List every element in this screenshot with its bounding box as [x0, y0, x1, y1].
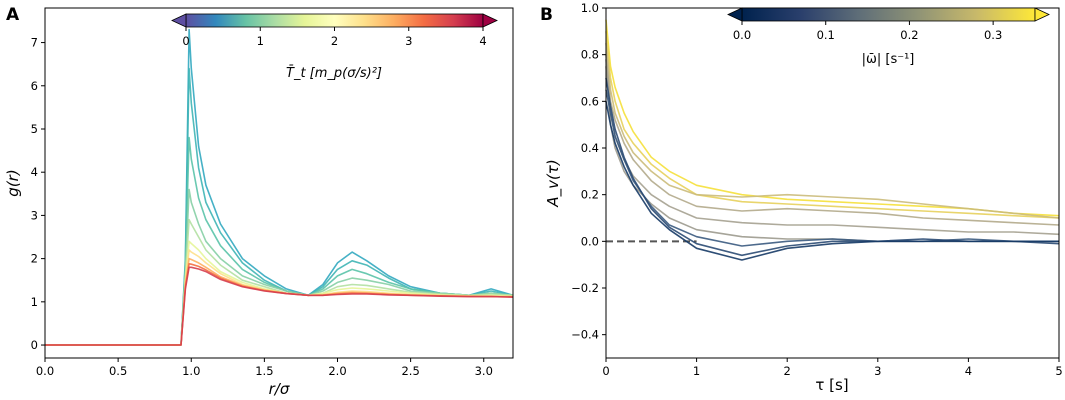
panel-a: A 0.0 0.5 1.0 1.5 2.0 2.5 3.0 0 1 2 3 4 5 6 7 r/σ g(r… — [4, 5, 514, 398]
panel-a-x-tick-label: 1.0 — [182, 364, 200, 378]
panel-a-series-line — [45, 188, 514, 346]
panel-b-y-tick-label: 0.2 — [581, 188, 599, 202]
panel-a-series-line — [45, 28, 514, 346]
panel-b-series-line — [605, 59, 1060, 236]
panel-a-colorbar-tick-label: 1 — [257, 34, 264, 48]
panel-a-y-tick-label: 5 — [31, 122, 38, 136]
panel-a-colorbar-tick-label: 0 — [182, 34, 189, 48]
panel-a-colorbar-ticks: 0 1 2 3 4 — [182, 27, 487, 48]
panel-a-series-line — [45, 249, 514, 346]
panel-b-series-line — [605, 31, 1060, 219]
panel-b-series-line — [605, 101, 1059, 261]
panel-b-colorbar-tick-label: 0.2 — [900, 28, 918, 42]
panel-a-frame — [44, 7, 514, 359]
panel-a-y-ticks: 0 1 2 3 4 5 6 7 — [31, 36, 45, 352]
panel-b-colorbar-extend-left — [727, 7, 743, 22]
panel-a-x-tick-label: 2.0 — [328, 364, 346, 378]
panel-b-x-tick-label: 3 — [874, 364, 881, 378]
panel-b-x-tick-label: 2 — [784, 364, 791, 378]
panel-b-series-line — [605, 77, 1060, 257]
panel-a-x-tick-label: 1.5 — [255, 364, 273, 378]
panel-b-series-line — [605, 42, 1060, 219]
panel-b-frame — [605, 7, 1060, 359]
panel-a-y-tick-label: 4 — [31, 165, 38, 179]
panel-b-colorbar-ticks: 0.0 0.1 0.2 0.3 — [733, 21, 1002, 42]
panel-a-x-tick-label: 2.5 — [401, 364, 419, 378]
panel-a-x-axis-title: r/σ — [269, 380, 290, 398]
panel-b-y-tick-label: −0.4 — [571, 328, 599, 342]
panel-a-series-line — [45, 136, 514, 346]
panel-a-series-line — [45, 218, 514, 346]
panel-b-colorbar-label: |ω̄| [s⁻¹] — [862, 52, 915, 67]
panel-b-y-tick-label: 0.4 — [581, 141, 599, 155]
panel-a-series-line — [45, 67, 514, 346]
panel-a-series-line — [45, 262, 514, 346]
panel-a-colorbar-tick-label: 3 — [405, 34, 412, 48]
panel-b-series-line — [605, 19, 1060, 217]
panel-a-series-line — [45, 266, 514, 346]
panel-a-y-tick-label: 2 — [31, 252, 38, 266]
panel-a-y-axis-title: g(r) — [4, 169, 22, 196]
panel-a-colorbar: 0 1 2 3 4 T̄_t [m_p(σ/s)²] — [171, 13, 498, 81]
panel-a-colorbar-extend-right — [482, 13, 498, 28]
panel-b-colorbar-tick-label: 0.1 — [817, 28, 835, 42]
panel-a-colorbar-extend-left — [171, 13, 187, 28]
panel-b-colorbar-gradient — [741, 7, 1036, 22]
panel-b-y-tick-label: −0.2 — [571, 281, 599, 295]
panel-b-x-axis-title: τ [s] — [815, 376, 848, 394]
panel-a-label: A — [6, 5, 20, 25]
panel-b-series — [605, 19, 1060, 261]
panel-a-y-tick-label: 7 — [31, 36, 38, 50]
panel-b-y-tick-label: 0.6 — [581, 94, 599, 108]
panel-b-x-tick-label: 1 — [693, 364, 700, 378]
panel-a-colorbar-tick-label: 2 — [331, 34, 338, 48]
panel-a-colorbar-gradient — [185, 13, 484, 28]
panel-a-y-tick-label: 3 — [31, 208, 38, 222]
panel-a-y-tick-label: 6 — [31, 79, 38, 93]
panel-b-x-tick-label: 0 — [602, 364, 609, 378]
panel-b-x-tick-label: 5 — [1055, 364, 1062, 378]
panel-b-y-tick-label: 0.0 — [581, 234, 599, 248]
panel-a-y-tick-label: 1 — [31, 295, 38, 309]
panel-a-x-tick-label: 0.5 — [109, 364, 127, 378]
panel-a-x-ticks: 0.0 0.5 1.0 1.5 2.0 2.5 3.0 — [36, 358, 493, 378]
panel-a-y-tick-label: 0 — [31, 338, 38, 352]
panel-b-y-tick-label: 1.0 — [581, 1, 599, 15]
panel-b-y-axis-title: A_v(τ) — [544, 159, 563, 207]
panel-b-x-tick-label: 4 — [965, 364, 972, 378]
panel-a-x-tick-label: 3.0 — [475, 364, 493, 378]
panel-a-x-tick-label: 0.0 — [36, 364, 54, 378]
panel-b-colorbar-tick-label: 0.3 — [984, 28, 1002, 42]
panel-a-series-line — [45, 257, 513, 346]
panel-b-y-ticks: −0.4 −0.2 0.0 0.2 0.4 0.6 0.8 1.0 — [571, 1, 606, 342]
panel-b-series-line — [605, 89, 1059, 247]
panel-b-y-tick-label: 0.8 — [581, 48, 599, 62]
panel-a-colorbar-label: T̄_t [m_p(σ/s)²] — [286, 66, 382, 81]
panel-b-colorbar-tick-label: 0.0 — [733, 28, 751, 42]
panel-b: B 0 1 2 3 4 5 −0.4 −0.2 0.0 0.2 0.4 0.6 0.8 1.0 τ [s… — [540, 1, 1063, 394]
panel-b-colorbar: 0.0 0.1 0.2 0.3 |ω̄| [s⁻¹] — [727, 7, 1050, 67]
panel-b-colorbar-extend-right — [1034, 7, 1050, 22]
panel-a-series — [45, 28, 514, 346]
panel-b-series-line — [605, 54, 1060, 226]
panel-b-x-ticks: 0 1 2 3 4 5 — [602, 358, 1063, 378]
panel-b-label: B — [540, 5, 553, 25]
panel-a-colorbar-tick-label: 4 — [479, 34, 486, 48]
